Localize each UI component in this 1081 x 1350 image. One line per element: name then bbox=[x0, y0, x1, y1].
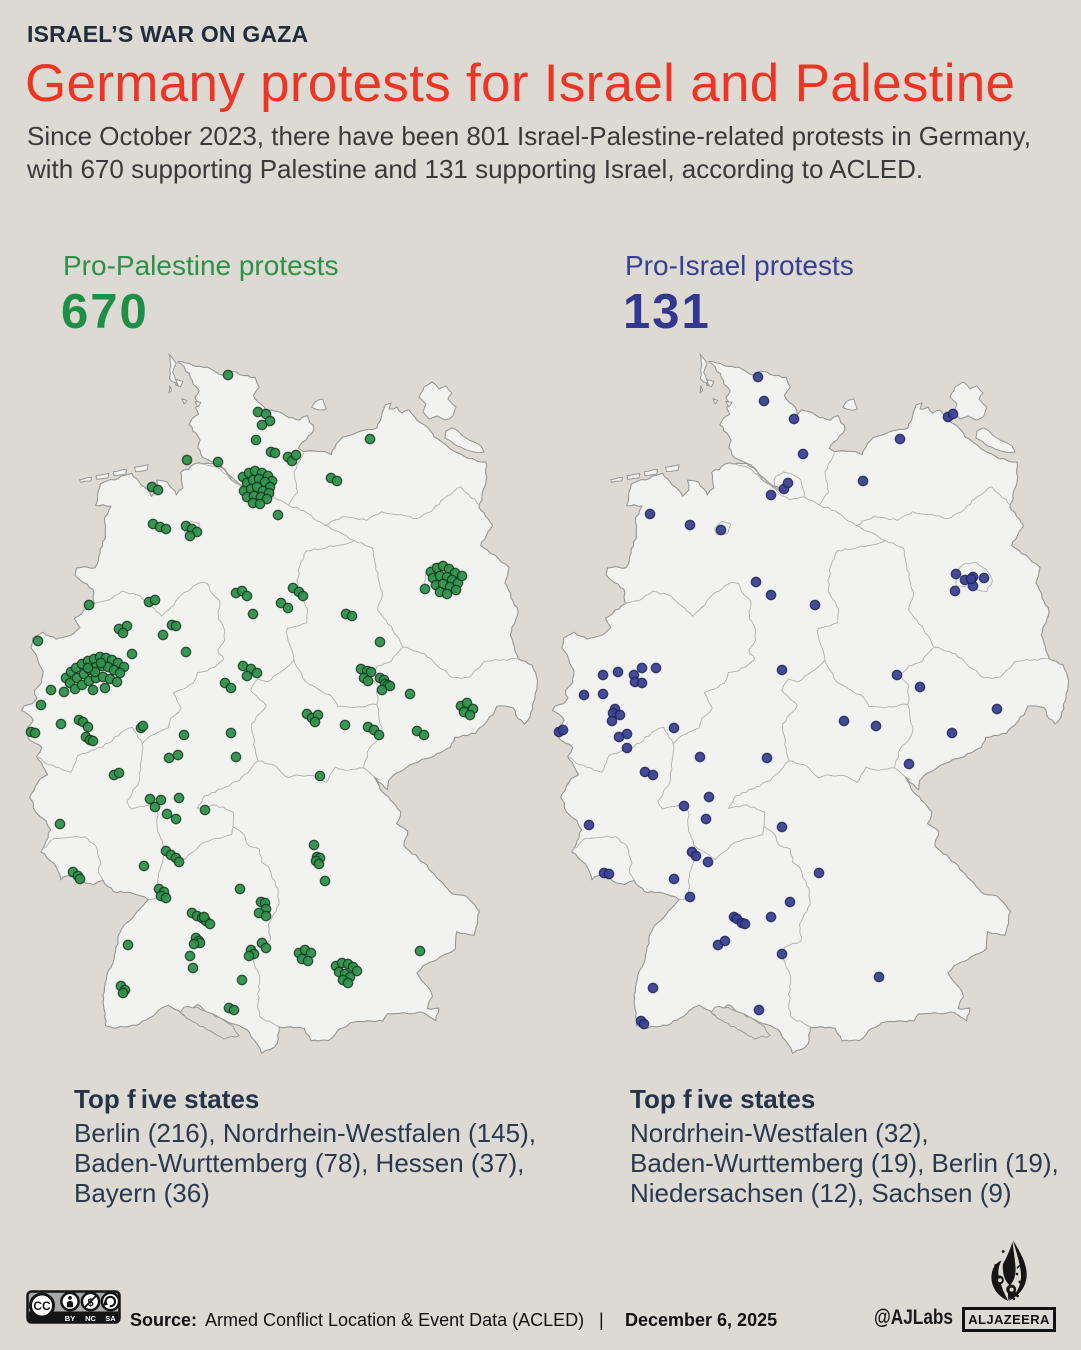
svg-text:$: $ bbox=[87, 1297, 93, 1309]
svg-text:NC: NC bbox=[85, 1314, 96, 1323]
svg-text:BY: BY bbox=[65, 1314, 75, 1323]
svg-text:CC: CC bbox=[33, 1299, 51, 1313]
svg-text:SA: SA bbox=[105, 1314, 116, 1323]
